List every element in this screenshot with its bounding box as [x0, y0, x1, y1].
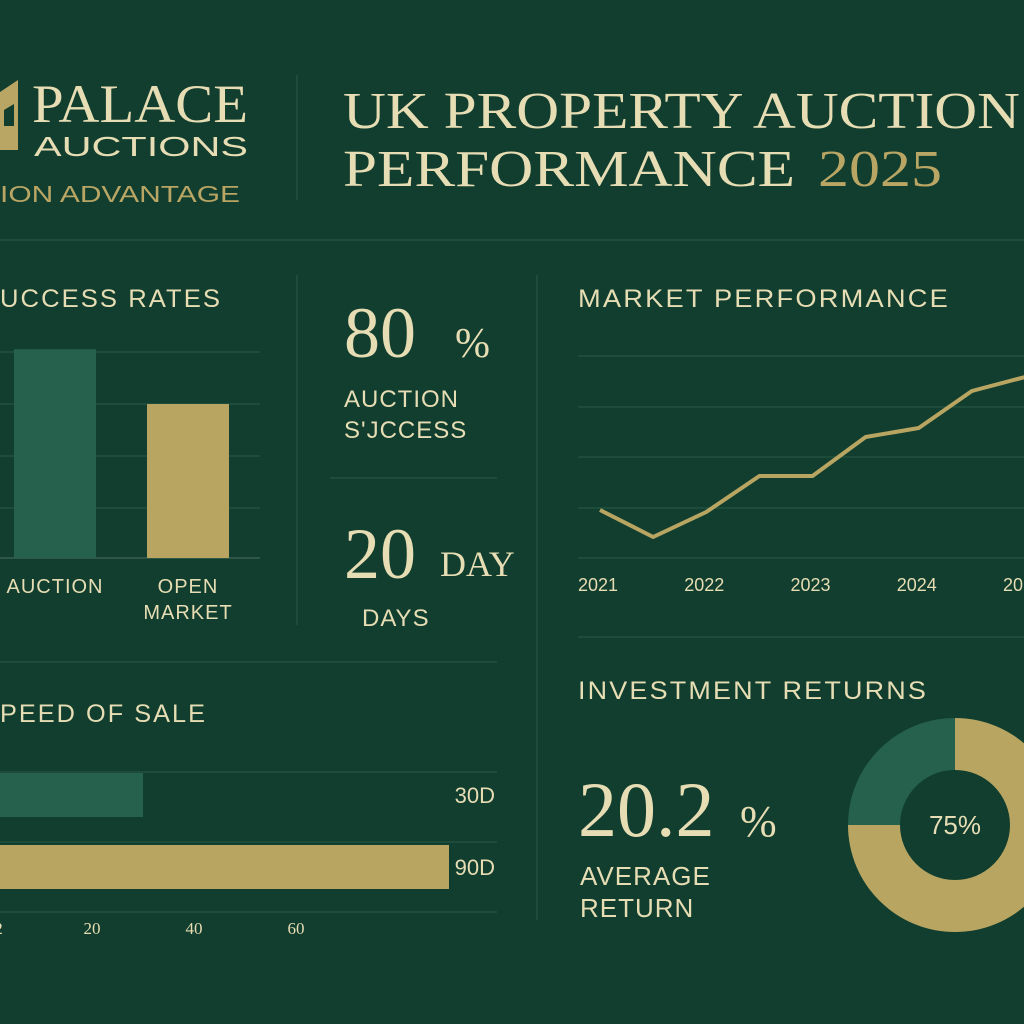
stat-label: S'JCCESS	[344, 417, 467, 444]
x-tick-label: 20	[1003, 575, 1023, 595]
value-label: 30D	[455, 783, 495, 808]
donut-segment	[848, 718, 955, 825]
donut-segment	[848, 718, 1024, 932]
section-title: PEED OF SALE	[0, 700, 207, 728]
stat-value: 20.2	[578, 766, 715, 853]
stat-label: AUCTION	[344, 386, 459, 413]
x-tick-label: 2024	[897, 575, 937, 595]
bar	[0, 845, 449, 889]
section-title: UCCESS RATES	[0, 285, 222, 313]
center-label: 75%	[929, 810, 981, 840]
tagline: ION ADVANTAGE	[0, 181, 240, 207]
stat-unit: %	[740, 797, 777, 846]
stat-label: RETURN	[580, 893, 694, 923]
title-line-1: UK PROPERTY AUCTION	[343, 83, 1020, 140]
brand: PALACE	[32, 74, 248, 134]
value-label: 90D	[455, 855, 495, 880]
x-tick-label: 2022	[684, 575, 724, 595]
section-title: INVESTMENT RETURNS	[578, 677, 928, 705]
stat-value: 20	[344, 514, 416, 594]
x-tick-label: AUCTION	[6, 576, 104, 598]
title-year: 2025	[818, 141, 942, 198]
x-tick-label: OPEN MARKET	[143, 576, 233, 624]
x-tick-label: 20	[84, 919, 101, 938]
title-line-2: PERFORMANCE	[343, 141, 795, 198]
bar	[14, 349, 96, 558]
stat-value: 80	[344, 293, 416, 373]
stat-label: DAYS	[362, 605, 430, 632]
logo-icon	[0, 80, 18, 150]
x-tick-label: 002	[0, 919, 3, 938]
brand-sub: AUCTIONS	[34, 131, 248, 162]
line	[599, 375, 1024, 539]
bar	[0, 773, 143, 817]
section-title: MARKET PERFORMANCE	[578, 285, 950, 313]
stat-unit: %	[455, 321, 490, 367]
bar	[147, 404, 229, 558]
x-tick-label: 2021	[578, 575, 618, 595]
x-tick-label: 2023	[791, 575, 831, 595]
stat-label: AVERAGE	[580, 861, 711, 891]
stat-unit: DAY	[440, 544, 515, 584]
x-tick-label: 60	[288, 919, 305, 938]
x-tick-label: 40	[186, 919, 203, 938]
